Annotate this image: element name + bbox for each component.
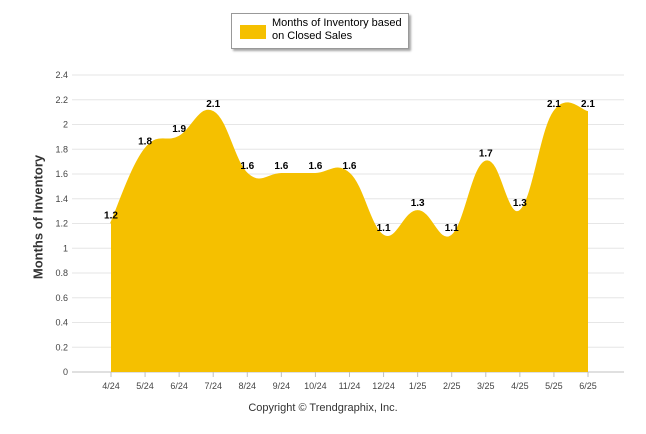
y-axis-ticks: 0 0.2 0.4 0.6 0.8 1 1.2 1.4 1.6 1.8 2 2.2 2.4 bbox=[55, 70, 68, 377]
data-label: 1.6 bbox=[240, 161, 254, 172]
data-label: 1.1 bbox=[445, 223, 459, 234]
x-tick-label: 4/25 bbox=[511, 381, 529, 391]
y-tick-label: 0.8 bbox=[55, 268, 68, 278]
area-series bbox=[110, 102, 589, 372]
x-tick-label: 6/25 bbox=[579, 381, 597, 391]
x-axis-ticks: 4/24 5/24 6/24 7/24 8/24 9/24 10/24 11/24 12/24 1… bbox=[102, 372, 597, 391]
y-tick-label: 2 bbox=[63, 120, 68, 130]
x-tick-label: 10/24 bbox=[304, 381, 327, 391]
y-tick-label: 2.2 bbox=[55, 95, 68, 105]
y-tick-label: 1.2 bbox=[55, 219, 68, 229]
x-tick-label: 12/24 bbox=[372, 381, 395, 391]
data-label: 1.7 bbox=[479, 149, 493, 160]
data-label: 1.6 bbox=[343, 161, 357, 172]
x-tick-label: 8/24 bbox=[239, 381, 257, 391]
legend-label: Months of Inventory based on Closed Sale… bbox=[272, 17, 402, 42]
x-tick-label: 6/24 bbox=[170, 381, 188, 391]
legend: Months of Inventory based on Closed Sale… bbox=[231, 13, 409, 49]
y-tick-label: 0.2 bbox=[55, 342, 68, 352]
data-label: 1.8 bbox=[138, 136, 152, 147]
data-labels: 1.2 1.8 1.9 2.1 1.6 1.6 1.6 1.6 1.1 1.3 1.1 1.7 1.3 2… bbox=[104, 99, 595, 234]
data-label: 1.9 bbox=[172, 124, 186, 135]
data-label: 1.6 bbox=[308, 161, 322, 172]
series-line bbox=[110, 102, 589, 239]
x-tick-label: 5/25 bbox=[545, 381, 563, 391]
x-tick-label: 5/24 bbox=[136, 381, 154, 391]
data-label: 1.2 bbox=[104, 211, 118, 222]
y-axis-title: Months of Inventory bbox=[30, 154, 46, 280]
y-tick-label: 2.4 bbox=[55, 70, 68, 80]
data-label: 1.6 bbox=[274, 161, 288, 172]
y-tick-label: 0.4 bbox=[55, 318, 68, 328]
data-label: 2.1 bbox=[206, 99, 220, 110]
x-tick-label: 11/24 bbox=[339, 381, 361, 391]
x-tick-label: 7/24 bbox=[204, 381, 222, 391]
x-tick-label: 1/25 bbox=[409, 381, 427, 391]
legend-swatch bbox=[240, 25, 266, 39]
data-label: 2.1 bbox=[581, 99, 595, 110]
y-tick-label: 1.8 bbox=[55, 144, 68, 154]
y-tick-label: 0.6 bbox=[55, 293, 68, 303]
data-label: 1.3 bbox=[513, 198, 527, 209]
x-tick-label: 4/24 bbox=[102, 381, 120, 391]
copyright-text: Copyright © Trendgraphix, Inc. bbox=[248, 402, 398, 414]
data-label: 1.1 bbox=[377, 223, 391, 234]
x-tick-label: 3/25 bbox=[477, 381, 495, 391]
y-tick-label: 1.4 bbox=[55, 194, 68, 204]
y-tick-label: 1.6 bbox=[55, 169, 68, 179]
x-tick-label: 2/25 bbox=[443, 381, 461, 391]
y-tick-label: 0 bbox=[63, 367, 68, 377]
data-label: 1.3 bbox=[411, 198, 425, 209]
x-tick-label: 9/24 bbox=[273, 381, 291, 391]
y-tick-label: 1 bbox=[63, 243, 68, 253]
data-label: 2.1 bbox=[547, 99, 561, 110]
area-fill bbox=[111, 103, 588, 372]
